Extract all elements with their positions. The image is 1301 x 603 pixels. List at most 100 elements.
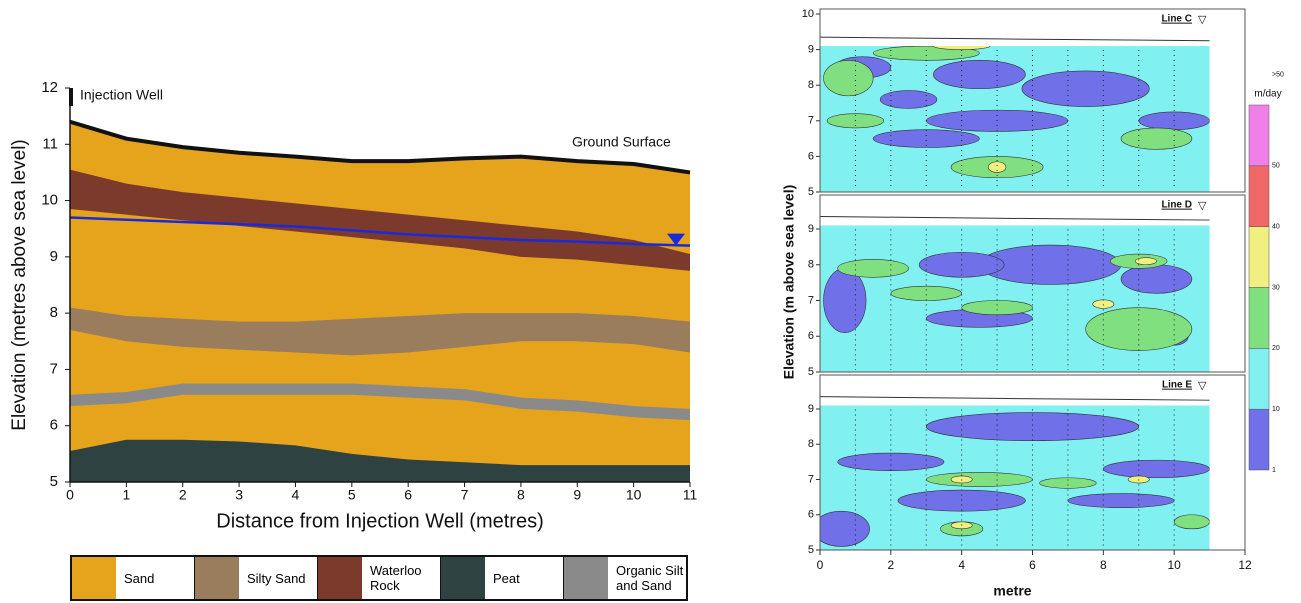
contour-region (823, 268, 867, 333)
y-tick-label: 8 (808, 259, 814, 271)
x-tick-label: 9 (573, 487, 581, 503)
contour-region (897, 489, 1026, 512)
panel-title: Line E (1162, 380, 1192, 391)
water-table-symbol (667, 233, 685, 246)
x-tick-label: 4 (958, 558, 965, 572)
colorbar-segment (1248, 408, 1270, 471)
contour-region (1120, 127, 1193, 150)
x-tick-label: 2 (179, 487, 187, 503)
contour-region (1134, 257, 1157, 266)
annotation: Ground Surface (572, 134, 671, 150)
colorbar-segment (1248, 226, 1270, 288)
legend-swatch (441, 557, 485, 599)
panel-title: Line C (1161, 14, 1192, 25)
colorbar-label: 10 (1272, 406, 1280, 413)
colorbar-label: 30 (1272, 284, 1280, 291)
legend-item: Sand (72, 557, 195, 599)
contour-blobs (820, 412, 1210, 547)
legend-item: Peat (441, 557, 564, 599)
colorbar-label: 1 (1272, 467, 1276, 474)
contour-region (1085, 307, 1193, 351)
y-tick-label: 5 (50, 473, 58, 490)
x-axis-title: metre (993, 583, 1031, 599)
contour-region (879, 90, 938, 109)
contour-blobs (823, 46, 1210, 179)
y-tick-label: 9 (808, 403, 814, 415)
x-tick-label: 6 (1029, 558, 1036, 572)
legend-label: Silty Sand (247, 570, 306, 586)
contour-region (987, 161, 1007, 173)
y-tick-label: 11 (42, 135, 58, 152)
layer (70, 439, 690, 482)
x-tick-label: 10 (626, 487, 642, 503)
y-tick-label: 8 (808, 79, 814, 91)
legend-swatch (72, 557, 116, 599)
colorbar-label: >50 (1272, 71, 1284, 78)
legend-swatch (195, 557, 239, 599)
legend-item: Silty Sand (195, 557, 318, 599)
x-tick-label: 5 (348, 487, 356, 503)
y-tick-label: 6 (50, 417, 58, 434)
x-tick-label: 8 (1100, 558, 1107, 572)
legend-label: Sand (124, 570, 155, 586)
legend-item: Organic Silt and Sand (564, 557, 686, 599)
legend: Sand Silty Sand Waterloo Rock Peat Organic S… (70, 555, 688, 601)
y-axis-title: Elevation (metres above sea level) (9, 139, 30, 430)
colorbar-title: m/day (1254, 89, 1281, 100)
contour-region (837, 259, 909, 278)
y-tick-label: 7 (808, 473, 814, 485)
colorbar-label: 40 (1272, 224, 1280, 231)
x-tick-label: 3 (235, 487, 243, 503)
x-tick-label: 7 (461, 487, 469, 503)
layer (70, 169, 690, 271)
contour-region (1067, 493, 1175, 509)
colorbar-segment (1248, 287, 1270, 349)
panel-frame (819, 8, 1246, 193)
panel-symbol: ▽ (1198, 14, 1207, 26)
contour-region (823, 59, 874, 97)
contour-region (1120, 264, 1193, 294)
legend-label: Organic Silt and Sand (616, 563, 684, 593)
layer (70, 307, 690, 356)
y-axis-title: Elevation (m above sea level) (781, 185, 797, 380)
panel-title: Line D (1161, 200, 1192, 211)
x-tick-label: 6 (404, 487, 412, 503)
layer (70, 121, 690, 483)
water-table (69, 216, 691, 247)
contour-region (890, 285, 962, 301)
y-tick-label: 10 (41, 192, 58, 209)
contour-region (1039, 477, 1097, 489)
legend-label: Waterloo Rock (370, 563, 422, 593)
x-tick-label: 4 (292, 487, 300, 503)
y-tick-label: 8 (808, 438, 814, 450)
x-tick-label: 2 (887, 558, 894, 572)
x-tick-label: 10 (1167, 558, 1181, 572)
x-axis-title: Distance from Injection Well (metres) (216, 510, 544, 532)
ground-line (819, 396, 1210, 401)
y-tick-label: 5 (808, 544, 814, 556)
contour-region (1092, 299, 1115, 309)
y-tick-label: 5 (808, 366, 814, 378)
y-tick-label: 7 (808, 115, 814, 127)
y-tick-label: 6 (808, 509, 814, 521)
y-tick-label: 7 (50, 360, 58, 377)
y-tick-label: 12 (41, 79, 58, 96)
x-tick-label: 11 (683, 487, 698, 503)
y-tick-label: 9 (50, 248, 58, 265)
contour-region (933, 46, 991, 50)
y-tick-label: 10 (802, 8, 814, 20)
contour-region (1103, 459, 1210, 479)
x-tick-label: 12 (1238, 558, 1252, 572)
x-tick-label: 1 (122, 487, 130, 503)
y-tick-label: 8 (50, 304, 58, 321)
y-tick-label: 6 (808, 330, 814, 342)
contour-region (820, 510, 870, 547)
colorbar-segment (1248, 165, 1270, 227)
contour-blobs (823, 244, 1193, 351)
contour-region (837, 452, 945, 471)
ground-line (819, 215, 1210, 221)
y-tick-label: 9 (808, 44, 814, 56)
panel-frame (819, 194, 1246, 373)
legend-item: Waterloo Rock (318, 557, 441, 599)
